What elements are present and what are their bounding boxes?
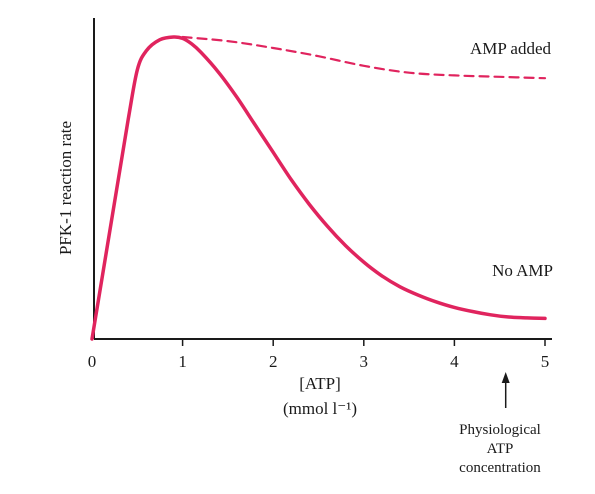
axes [93,18,552,340]
y-axis-label: PFK-1 reaction rate [56,121,75,255]
x-tick-label: 0 [88,352,97,371]
annotation-line-3: concentration [459,460,541,476]
x-tick-label: 4 [450,352,459,371]
series-label-amp-added: AMP added [470,39,552,58]
series-line-amp-added [181,35,547,80]
x-ticks: 0 1 2 3 4 5 [88,339,550,371]
annotation-arrow-head [501,372,510,383]
x-axis-unit-label: (mmol l⁻¹) [283,399,357,418]
x-tick-label: 2 [269,352,278,371]
series-label-no-amp: No AMP [492,261,553,280]
series-layer [90,35,547,341]
x-tick-label: 5 [541,352,550,371]
x-tick-label: 1 [178,352,187,371]
x-axis-label: [ATP] [299,374,341,393]
series-line-no-amp [90,35,547,341]
annotation-line-1: Physiological [459,422,541,438]
x-tick-label: 3 [360,352,369,371]
physiological-atp-annotation [501,372,510,408]
annotation-line-2: ATP [487,441,514,457]
